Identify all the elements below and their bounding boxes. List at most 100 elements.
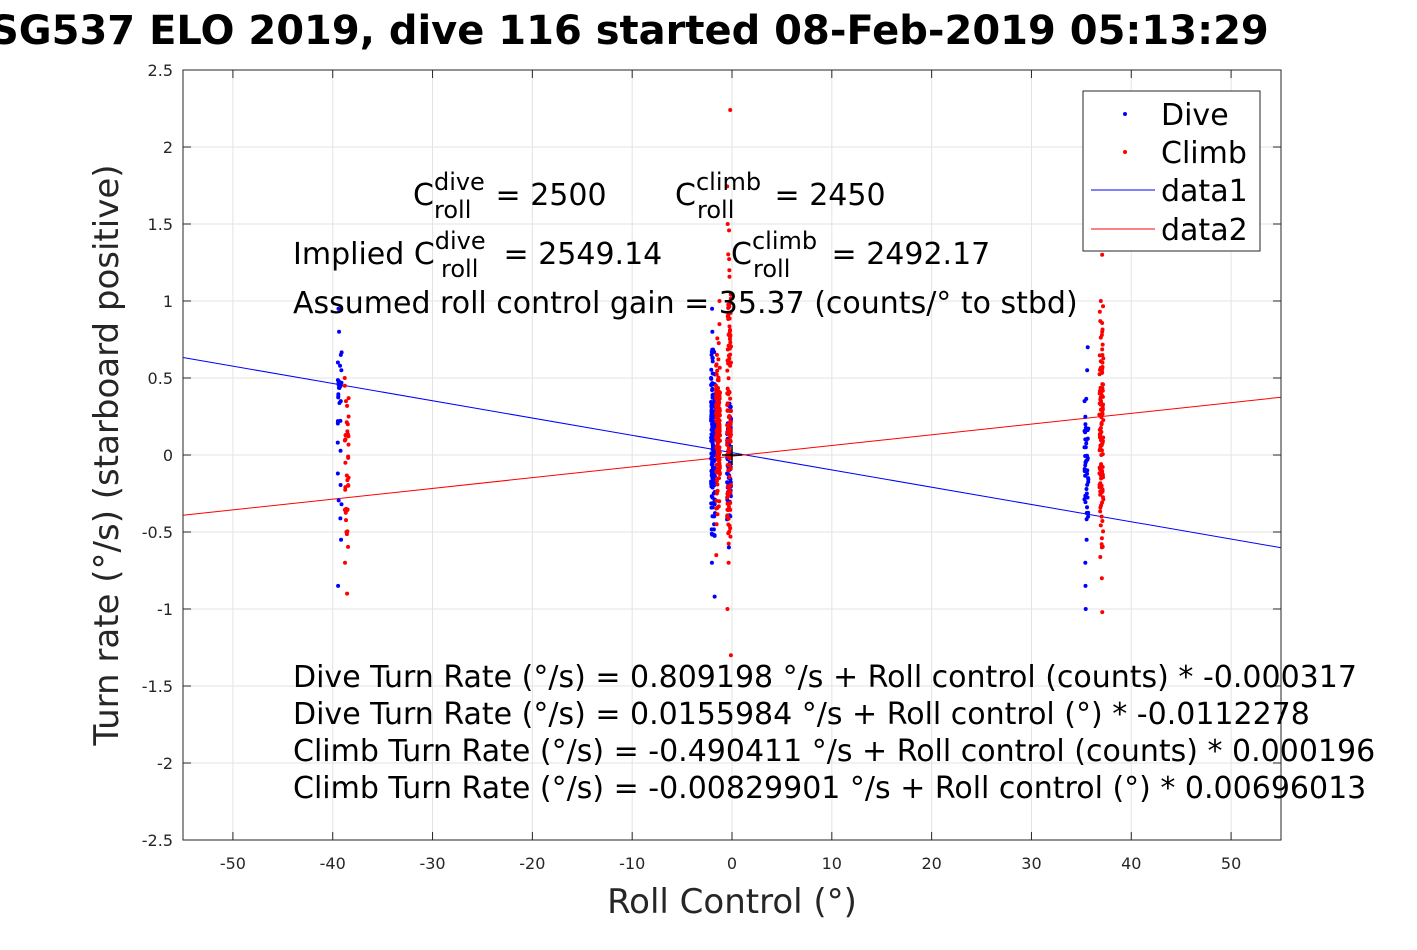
legend-data1-label: data1 — [1161, 174, 1248, 209]
data-point — [726, 541, 731, 546]
data-point — [710, 403, 715, 408]
data-point — [343, 460, 348, 465]
data-point — [728, 483, 733, 488]
data-point — [712, 450, 717, 455]
data-point — [336, 306, 341, 311]
data-point — [1083, 607, 1088, 611]
fit-climb-degrees: Climb Turn Rate (°/s) = -0.00829901 °/s … — [293, 771, 1366, 806]
data-point — [711, 501, 716, 506]
data-point — [715, 482, 720, 487]
data-point — [1100, 342, 1105, 347]
data-point — [1100, 487, 1105, 492]
data-point — [728, 432, 733, 437]
data-point — [1098, 425, 1103, 430]
data-point — [1100, 382, 1105, 387]
data-point — [725, 358, 730, 363]
data-point — [728, 328, 733, 333]
data-point — [346, 544, 351, 549]
data-point — [726, 306, 731, 311]
x-axis-ticks: -50 -40 -30 -20 -10 0 10 20 30 40 50 — [220, 70, 1241, 873]
data-point — [1101, 435, 1106, 440]
data-point — [1097, 353, 1102, 358]
data-point — [727, 523, 732, 528]
data-point — [339, 350, 344, 355]
data-point — [709, 367, 714, 372]
data-point — [1084, 459, 1089, 464]
data-point — [1099, 542, 1104, 547]
data-point — [335, 421, 340, 426]
data-point — [715, 441, 720, 446]
data-point — [727, 228, 732, 233]
data-point — [1097, 412, 1102, 417]
x-tick-label: 20 — [921, 854, 941, 873]
y-tick-label: -1.5 — [142, 677, 173, 696]
data-point — [710, 485, 715, 490]
data-point — [727, 413, 732, 418]
data-point — [710, 427, 715, 432]
data-point — [1083, 425, 1088, 430]
data-point — [712, 533, 717, 538]
legend-climb-label: Climb — [1161, 136, 1247, 171]
data-point — [716, 378, 721, 383]
c-roll-dive-value: = 2500 — [486, 178, 607, 213]
data-point — [714, 478, 719, 483]
data-point — [716, 341, 721, 346]
data-point — [338, 448, 343, 453]
data-point — [1084, 486, 1089, 491]
data-point — [725, 429, 730, 434]
x-tick-label: -20 — [519, 854, 545, 873]
data-point — [1100, 327, 1105, 332]
data-point — [1084, 537, 1089, 542]
data-point — [727, 324, 732, 329]
data-point — [339, 368, 344, 373]
legend-data2-label: data2 — [1161, 213, 1248, 248]
data-point — [1099, 536, 1104, 541]
data-point — [1083, 583, 1088, 588]
data-point — [715, 336, 720, 341]
data-point — [1099, 421, 1104, 426]
data-point — [727, 456, 732, 461]
data-point — [709, 470, 714, 475]
data-point — [714, 419, 719, 424]
data-point — [1085, 436, 1090, 441]
data-point — [1100, 252, 1105, 257]
data-point — [714, 352, 719, 357]
c-roll-climb-base: C — [675, 178, 696, 213]
c-roll-climb-sub: roll — [697, 196, 734, 224]
data-point — [726, 516, 731, 521]
data-point — [1083, 560, 1088, 565]
data-point — [1097, 401, 1102, 406]
data-point — [715, 368, 720, 373]
data-point — [1100, 407, 1105, 412]
data-point — [725, 408, 730, 413]
data-point — [1083, 493, 1088, 498]
x-tick-label: -10 — [619, 854, 645, 873]
data-point — [710, 444, 715, 449]
data-point — [338, 418, 343, 423]
data-point — [717, 422, 722, 427]
data-point — [714, 363, 719, 368]
data-point — [336, 385, 341, 390]
c-roll-dive-annotation: Cdive roll = 2500 — [413, 168, 607, 224]
data-point — [1083, 463, 1088, 468]
data-point — [714, 489, 719, 494]
data-point — [1098, 523, 1103, 528]
data-point — [717, 413, 722, 418]
c-roll-climb-value: = 2450 — [765, 178, 886, 213]
data-point — [1098, 554, 1103, 559]
data-point — [726, 302, 731, 307]
data-point — [346, 483, 351, 488]
implied-climb-base: C — [731, 237, 752, 272]
data-point — [709, 352, 714, 357]
data-point — [1084, 511, 1089, 516]
data-point — [727, 334, 732, 339]
data-point — [728, 292, 733, 297]
data-point — [709, 494, 714, 499]
data-point — [726, 531, 731, 536]
data-point — [1100, 347, 1105, 352]
data-point — [1100, 365, 1105, 370]
data-point — [343, 399, 348, 404]
data-point — [725, 222, 730, 226]
data-point — [343, 433, 348, 438]
data-point — [339, 380, 344, 385]
